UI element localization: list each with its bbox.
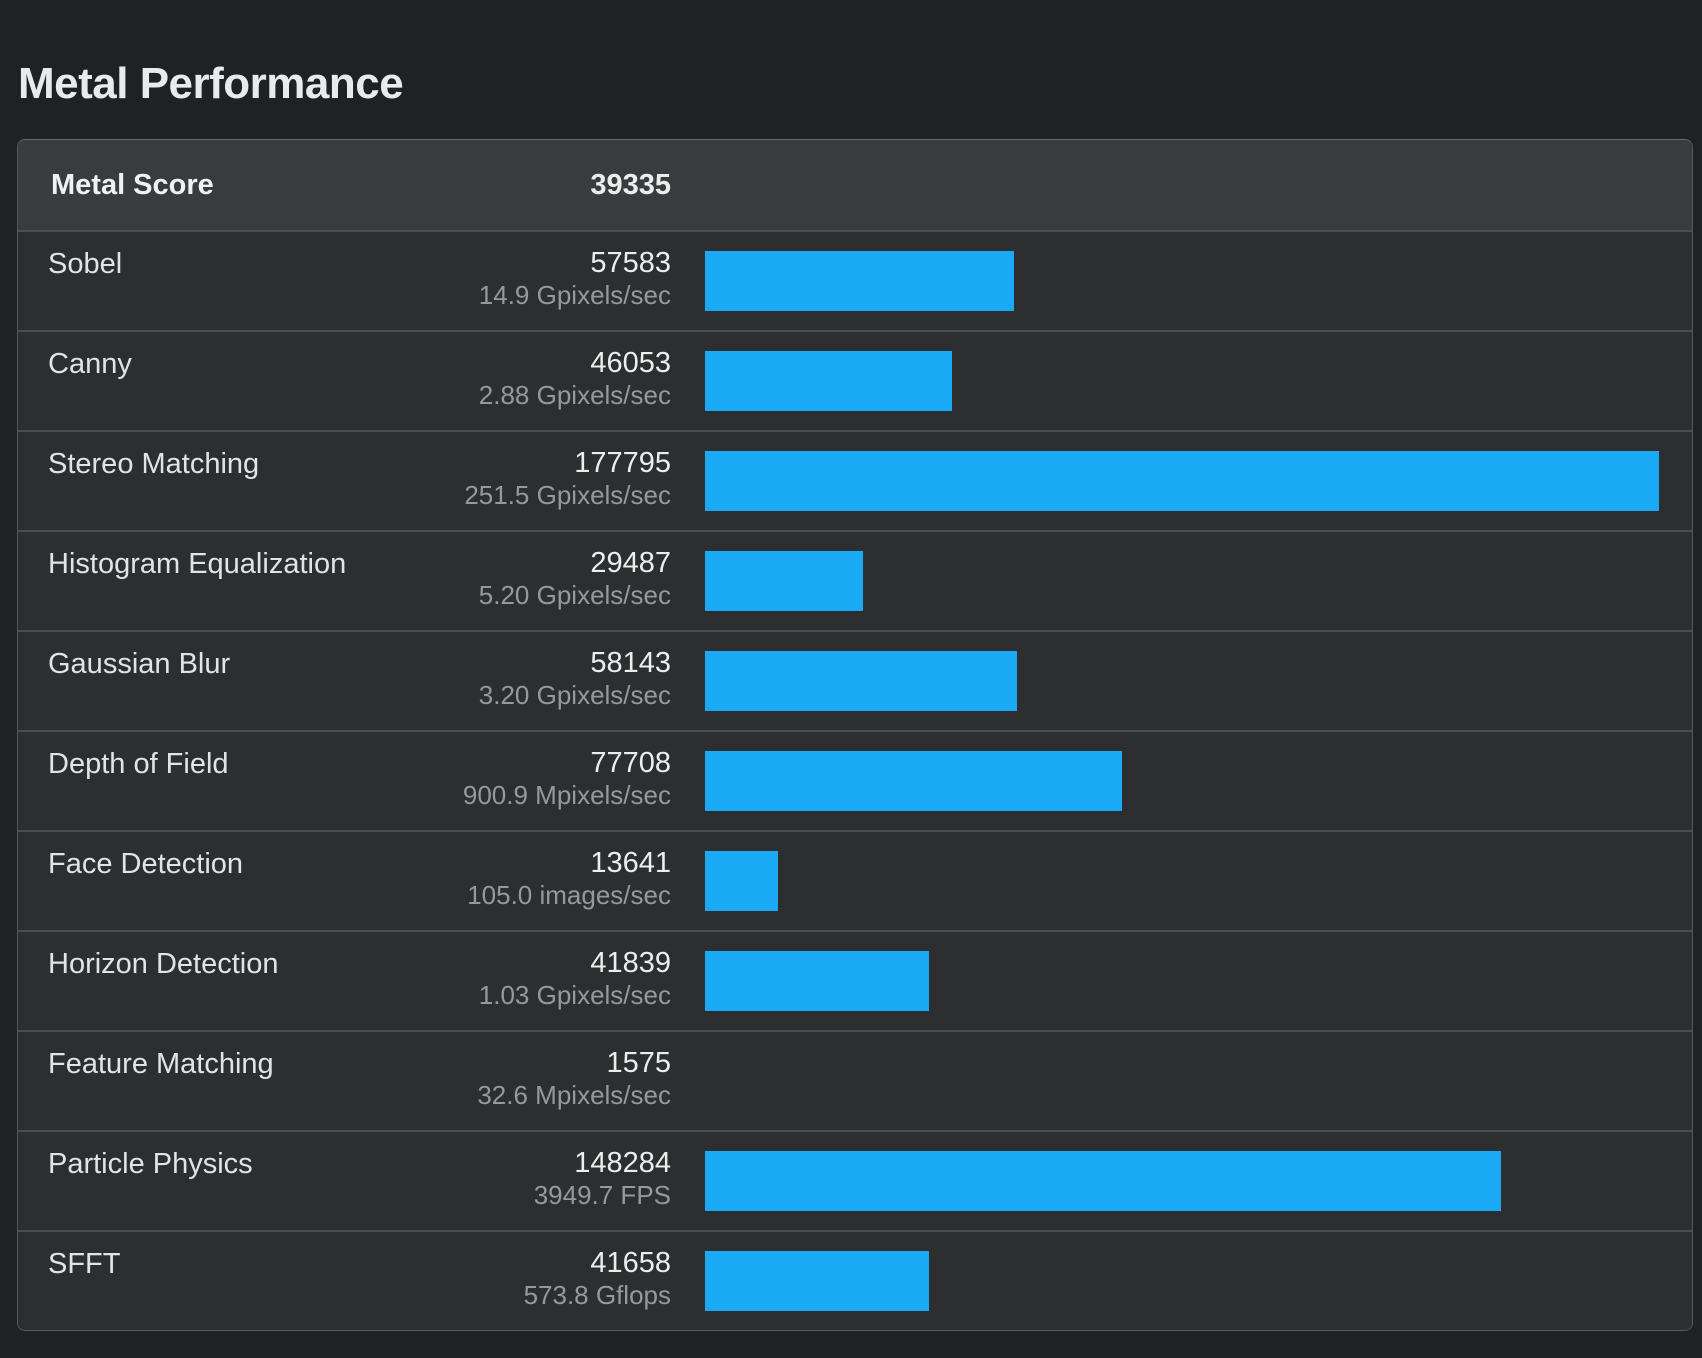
benchmark-rate-value: 3949.7 FPS [533,1180,671,1210]
score-bar-track [705,532,1659,630]
benchmark-rate-value: 32.6 Mpixels/sec [477,1080,671,1110]
score-bar-track [705,732,1659,830]
benchmark-score-value: 29487 [590,547,671,579]
benchmark-row: SFFT 41658 573.8 Gflops [18,1230,1692,1330]
benchmark-score-cell: 77708 900.9 Mpixels/sec [348,732,671,830]
benchmark-score-value: 77708 [590,747,671,779]
benchmark-label: Feature Matching [48,1048,274,1080]
benchmark-score-cell: 57583 14.9 Gpixels/sec [348,232,671,330]
benchmark-score-value: 177795 [574,447,671,479]
benchmark-label: Horizon Detection [48,948,279,980]
aggregate-score-label: Metal Score [51,168,214,201]
benchmark-rate-value: 5.20 Gpixels/sec [478,580,671,610]
benchmark-row: Histogram Equalization 29487 5.20 Gpixel… [18,530,1692,630]
benchmark-label: Stereo Matching [48,448,260,480]
benchmark-score-cell: 29487 5.20 Gpixels/sec [348,532,671,630]
score-bar-track [705,632,1659,730]
benchmark-row: Gaussian Blur 58143 3.20 Gpixels/sec [18,630,1692,730]
benchmark-rate-value: 3.20 Gpixels/sec [478,680,671,710]
benchmark-rate-value: 573.8 Gflops [523,1280,671,1310]
score-bar-track [705,1132,1659,1230]
benchmark-row: Sobel 57583 14.9 Gpixels/sec [18,230,1692,330]
benchmark-row: Horizon Detection 41839 1.03 Gpixels/sec [18,930,1692,1030]
benchmark-label: Histogram Equalization [48,548,347,580]
score-bar-track [705,932,1659,1030]
score-bar-track [705,332,1659,430]
score-bar-track [705,1032,1659,1130]
score-bar [705,1151,1501,1211]
score-bar-track [705,432,1659,530]
score-bar-track [705,832,1659,930]
benchmark-label: Sobel [48,248,123,280]
score-bar [705,751,1122,811]
benchmark-score-value: 41658 [590,1247,671,1279]
benchmark-score-value: 41839 [590,947,671,979]
benchmark-rate-value: 2.88 Gpixels/sec [478,380,671,410]
score-bar [705,551,864,611]
benchmark-table: Metal Score 39335 Sobel 57583 14.9 Gpixe… [17,139,1693,1331]
benchmark-label: SFFT [48,1248,121,1280]
benchmark-score-value: 57583 [590,247,671,279]
score-bar-track [705,232,1659,330]
score-bar [705,451,1659,511]
benchmark-score-value: 1575 [606,1047,671,1079]
benchmark-row: Face Detection 13641 105.0 images/sec [18,830,1692,930]
benchmark-rate-value: 251.5 Gpixels/sec [464,480,671,510]
benchmark-score-value: 46053 [590,347,671,379]
score-bar [705,251,1014,311]
benchmark-rate-value: 105.0 images/sec [467,880,671,910]
benchmark-score-cell: 46053 2.88 Gpixels/sec [348,332,671,430]
benchmark-score-cell: 41658 573.8 Gflops [348,1232,671,1330]
benchmark-score-cell: 177795 251.5 Gpixels/sec [348,432,671,530]
benchmark-label: Face Detection [48,848,244,880]
benchmark-row: Canny 46053 2.88 Gpixels/sec [18,330,1692,430]
benchmark-score-cell: 41839 1.03 Gpixels/sec [348,932,671,1030]
benchmark-score-value: 13641 [590,847,671,879]
benchmark-row: Particle Physics 148284 3949.7 FPS [18,1130,1692,1230]
page-title: Metal Performance [18,59,404,108]
benchmark-row: Stereo Matching 177795 251.5 Gpixels/sec [18,430,1692,530]
benchmark-label: Canny [48,348,132,380]
benchmark-label: Gaussian Blur [48,648,231,680]
benchmark-rate-value: 1.03 Gpixels/sec [478,980,671,1010]
benchmark-row: Depth of Field 77708 900.9 Mpixels/sec [18,730,1692,830]
benchmark-score-cell: 148284 3949.7 FPS [348,1132,671,1230]
score-bar [705,351,953,411]
score-bar [705,951,930,1011]
benchmark-label: Depth of Field [48,748,229,780]
benchmark-score-value: 58143 [590,647,671,679]
score-bar [705,651,1017,711]
table-header-row: Metal Score 39335 [18,140,1692,230]
score-bar-track [705,1232,1659,1330]
aggregate-score-value: 39335 [590,168,671,201]
score-bar [705,1251,929,1311]
benchmark-score-cell: 1575 32.6 Mpixels/sec [348,1032,671,1130]
benchmark-score-cell: 13641 105.0 images/sec [348,832,671,930]
benchmark-score-cell: 58143 3.20 Gpixels/sec [348,632,671,730]
score-bar [705,851,779,911]
benchmark-rows: Sobel 57583 14.9 Gpixels/sec Canny 46053… [18,230,1692,1330]
benchmark-score-value: 148284 [574,1147,671,1179]
benchmark-row: Feature Matching 1575 32.6 Mpixels/sec [18,1030,1692,1130]
benchmark-rate-value: 900.9 Mpixels/sec [462,780,671,810]
benchmark-rate-value: 14.9 Gpixels/sec [478,280,671,310]
benchmark-label: Particle Physics [48,1148,253,1180]
